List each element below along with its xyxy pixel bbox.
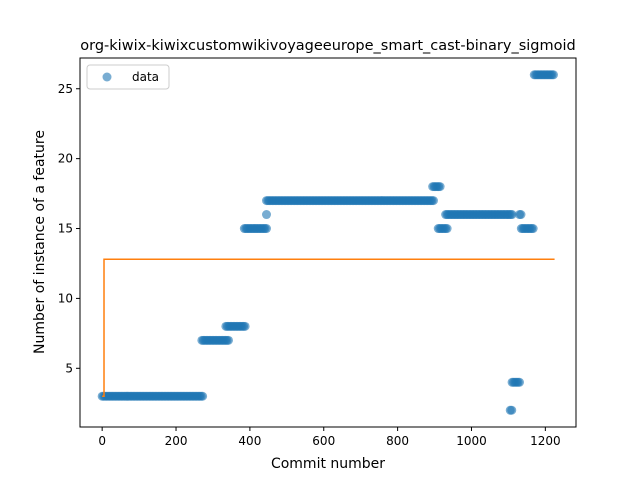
y-tick-label: 20	[58, 152, 73, 166]
x-tick-label: 400	[238, 434, 261, 448]
y-tick-label: 10	[58, 291, 73, 305]
legend-marker-data	[102, 72, 112, 82]
legend-box	[86, 64, 170, 90]
y-axis: 5 10 15 20 25	[58, 82, 80, 375]
x-axis-label: Commit number	[271, 456, 385, 472]
data-point	[507, 210, 517, 220]
x-tick-label: 0	[98, 434, 106, 448]
data-point	[548, 70, 558, 80]
y-tick-label: 15	[58, 222, 73, 236]
fit-line	[102, 258, 555, 397]
data-point	[240, 321, 250, 331]
data-point	[516, 210, 526, 220]
x-tick-label: 1000	[456, 434, 487, 448]
data-point	[442, 224, 452, 234]
data-point	[198, 391, 208, 401]
data-point	[262, 210, 272, 220]
x-tick-label: 600	[312, 434, 335, 448]
data-point	[528, 224, 538, 234]
legend-label-data: data	[132, 70, 159, 84]
data-point	[507, 405, 517, 415]
data-point	[223, 335, 233, 345]
data-point	[514, 377, 524, 387]
data-point	[428, 196, 438, 206]
legend: data	[86, 64, 170, 90]
chart-title: org-kiwix-kiwixcustomwikivoyageeurope_sm…	[80, 38, 575, 54]
plot-frame	[79, 57, 577, 428]
x-axis: 0 200 400 600 800 1000 1200	[98, 427, 561, 448]
x-tick-label: 800	[386, 434, 409, 448]
y-tick-label: 25	[58, 82, 73, 96]
x-tick-label: 1200	[530, 434, 561, 448]
data-point	[262, 224, 272, 234]
data-point	[435, 182, 445, 192]
x-tick-label: 200	[165, 434, 188, 448]
y-axis-label: Number of instance of a feature	[32, 130, 48, 354]
y-tick-label: 5	[65, 361, 73, 375]
series-layer	[97, 70, 558, 415]
